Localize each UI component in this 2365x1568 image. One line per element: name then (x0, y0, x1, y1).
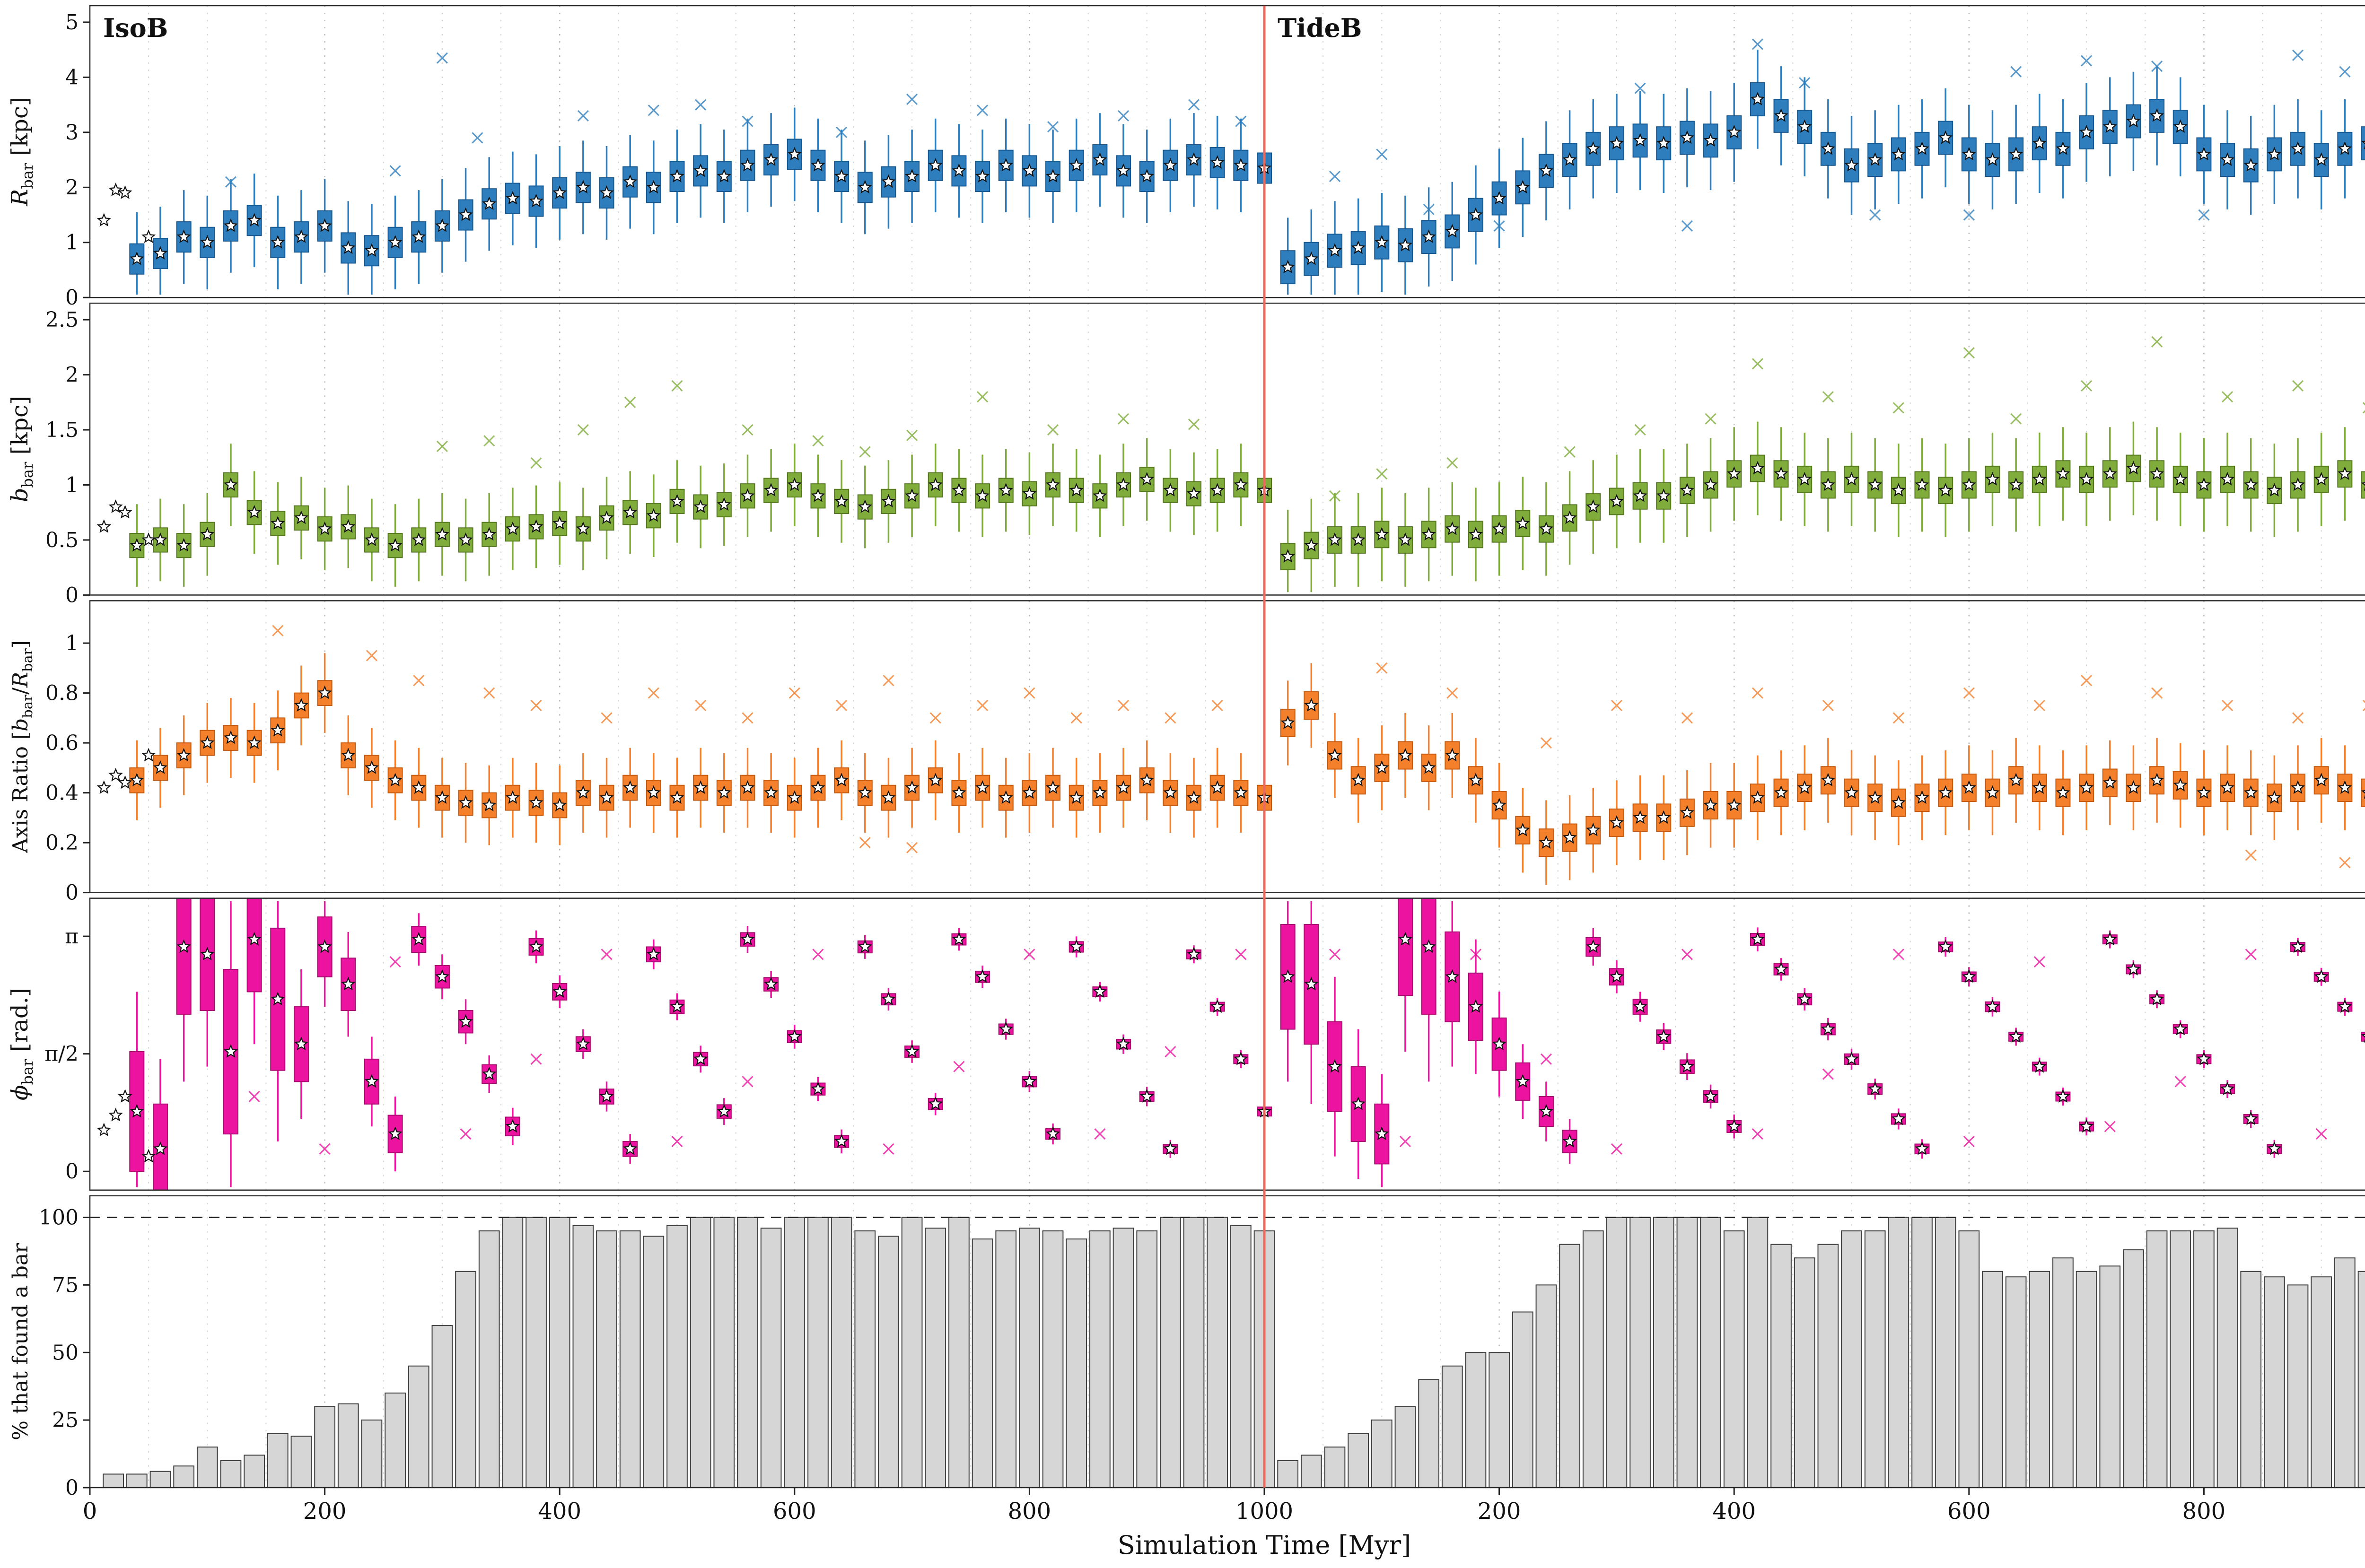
data-phi (96, 898, 2365, 1190)
svg-text:0.5: 0.5 (45, 528, 79, 552)
y-axis-pct: 0 25 50 75 100 (39, 1206, 90, 1500)
y-axis-ratio: 0 0.2 0.4 0.6 0.8 1 (45, 631, 90, 905)
svg-text:800: 800 (1008, 1498, 1051, 1524)
svg-text:1.5: 1.5 (45, 418, 79, 442)
b-tide-series (1280, 336, 2365, 592)
svg-text:0: 0 (65, 1159, 79, 1184)
svg-text:800: 800 (2182, 1498, 2226, 1524)
svg-text:0.6: 0.6 (45, 731, 79, 755)
svg-text:2.5: 2.5 (45, 308, 79, 332)
svg-text:0.4: 0.4 (45, 781, 79, 805)
svg-text:0: 0 (65, 286, 79, 310)
svg-text:2: 2 (65, 175, 79, 200)
svg-text:π/2: π/2 (44, 1042, 79, 1066)
svg-text:0.8: 0.8 (45, 681, 79, 706)
R-iso-series (96, 52, 1272, 295)
svg-text:0: 0 (83, 1498, 97, 1524)
svg-text:0: 0 (65, 583, 79, 607)
svg-text:4: 4 (65, 65, 79, 89)
svg-text:ϕbar [rad.]: ϕbar [rad.] (7, 988, 36, 1100)
y-axis-b: 0 0.5 1 1.5 2 2.5 (45, 308, 90, 607)
svg-text:0: 0 (65, 1476, 79, 1500)
svg-text:400: 400 (538, 1498, 581, 1524)
panel-b: 0 0.5 1 1.5 2 2.5 bbar [kpc] (7, 302, 2365, 607)
svg-text:1: 1 (65, 473, 79, 497)
svg-text:1000: 1000 (1235, 1498, 1293, 1524)
svg-text:200: 200 (303, 1498, 347, 1524)
svg-text:25: 25 (52, 1408, 79, 1432)
panel-phi: 0 π/2 π ϕbar [rad.] (7, 897, 2365, 1191)
svg-text:1: 1 (65, 631, 79, 655)
svg-text:0: 0 (65, 881, 79, 905)
phi-tide-series (1280, 898, 2365, 1187)
svg-text:200: 200 (1478, 1498, 1521, 1524)
y-axis-R: 0 1 2 3 4 5 (65, 10, 90, 310)
svg-text:600: 600 (1947, 1498, 1991, 1524)
panel-ratio: 0 0.2 0.4 0.6 0.8 1 Axis Ratio [bbar/Rbar] (9, 600, 2365, 905)
svg-text:1: 1 (65, 231, 79, 255)
ratio-tide-series (1280, 662, 2365, 885)
svg-text:0.2: 0.2 (45, 831, 79, 855)
panel-R: 0 1 2 3 4 5 Rbar [kpc] IsoB TideB (7, 5, 2365, 310)
svg-text:3: 3 (65, 121, 79, 145)
svg-text:% that found a bar: % that found a bar (9, 1243, 33, 1440)
column-title-isob: IsoB (103, 13, 168, 43)
svg-text:Rbar [kpc]: Rbar [kpc] (7, 97, 36, 206)
y-axis-phi: 0 π/2 π (44, 924, 90, 1184)
svg-text:100: 100 (39, 1206, 79, 1230)
svg-text:2: 2 (65, 363, 79, 387)
ratio-iso-series (96, 625, 1272, 854)
phi-iso-series (96, 898, 1272, 1190)
svg-text:600: 600 (773, 1498, 816, 1524)
svg-text:bbar [kpc]: bbar [kpc] (7, 396, 36, 502)
data-b (96, 336, 2365, 592)
b-iso-series (96, 380, 1272, 587)
svg-text:π: π (65, 924, 79, 949)
R-tide-series (1280, 38, 2365, 295)
svg-text:50: 50 (52, 1341, 79, 1365)
x-axis: 020040060080010002004006008001000Simulat… (83, 1488, 2226, 1560)
x-axis-label: Simulation Time [Myr] (1118, 1530, 1411, 1560)
svg-text:Axis Ratio [bbar/Rbar]: Axis Ratio [bbar/Rbar] (9, 640, 35, 854)
column-title-tideb: TideB (1278, 13, 1362, 43)
svg-text:5: 5 (65, 10, 79, 35)
pct-iso-series (103, 1217, 1275, 1488)
svg-text:400: 400 (1712, 1498, 1756, 1524)
data-ratio (96, 625, 2365, 885)
data-R (96, 38, 2365, 295)
svg-text:75: 75 (52, 1273, 79, 1297)
